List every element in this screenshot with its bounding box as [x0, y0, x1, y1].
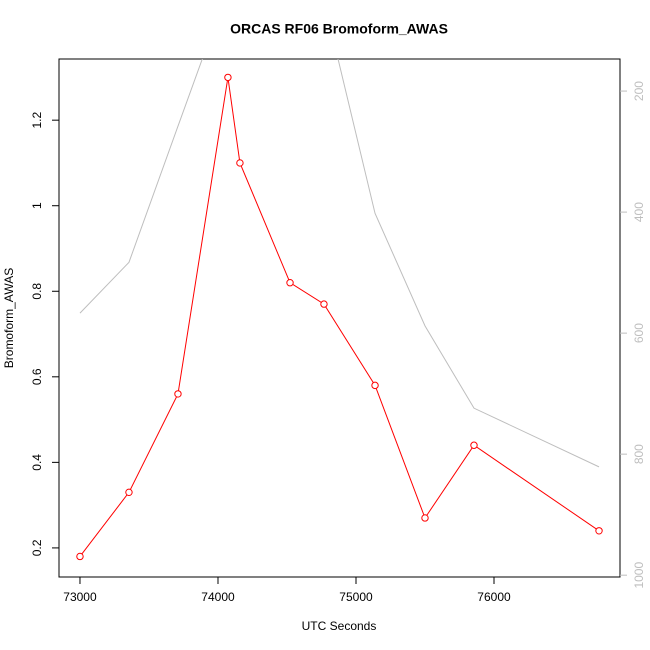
- point: [470, 441, 478, 449]
- point: [320, 300, 328, 308]
- chart-title: ORCAS RF06 Bromoform_AWAS: [230, 21, 448, 37]
- plot-area: [76, 59, 603, 561]
- x-tick-label: 74000: [201, 590, 235, 604]
- point: [174, 390, 182, 398]
- y-tick-label: 0.8: [30, 283, 44, 300]
- y-tick-label: 1: [30, 202, 44, 209]
- point: [125, 488, 133, 497]
- point: [224, 73, 232, 82]
- y2-tick-label: 1000: [632, 562, 646, 589]
- y-axis-label: Bromoform_AWAS: [2, 268, 16, 368]
- series-line: [79, 59, 600, 468]
- point: [76, 552, 84, 561]
- x-tick-label: 73000: [63, 590, 97, 604]
- x-axis-label: UTC Seconds: [302, 619, 377, 633]
- plot-frame: [58, 58, 621, 578]
- y-tick-label: 0.4: [30, 454, 44, 471]
- x-tick-label: 76000: [477, 590, 511, 604]
- point: [421, 514, 429, 522]
- point: [371, 381, 379, 390]
- y-tick-label: 0.6: [30, 368, 44, 385]
- point: [236, 159, 244, 167]
- y-tick-label: 1.2: [30, 112, 44, 129]
- point: [286, 279, 294, 287]
- series-line: [79, 77, 600, 557]
- x-tick-label: 75000: [339, 590, 373, 604]
- point: [595, 527, 603, 535]
- y2-tick-label: 200: [632, 81, 646, 101]
- y2-tick-label: 400: [632, 202, 646, 222]
- y2-tick-label: 600: [632, 323, 646, 343]
- y2-tick-label: 800: [632, 444, 646, 464]
- y-tick-label: 0.2: [30, 539, 44, 556]
